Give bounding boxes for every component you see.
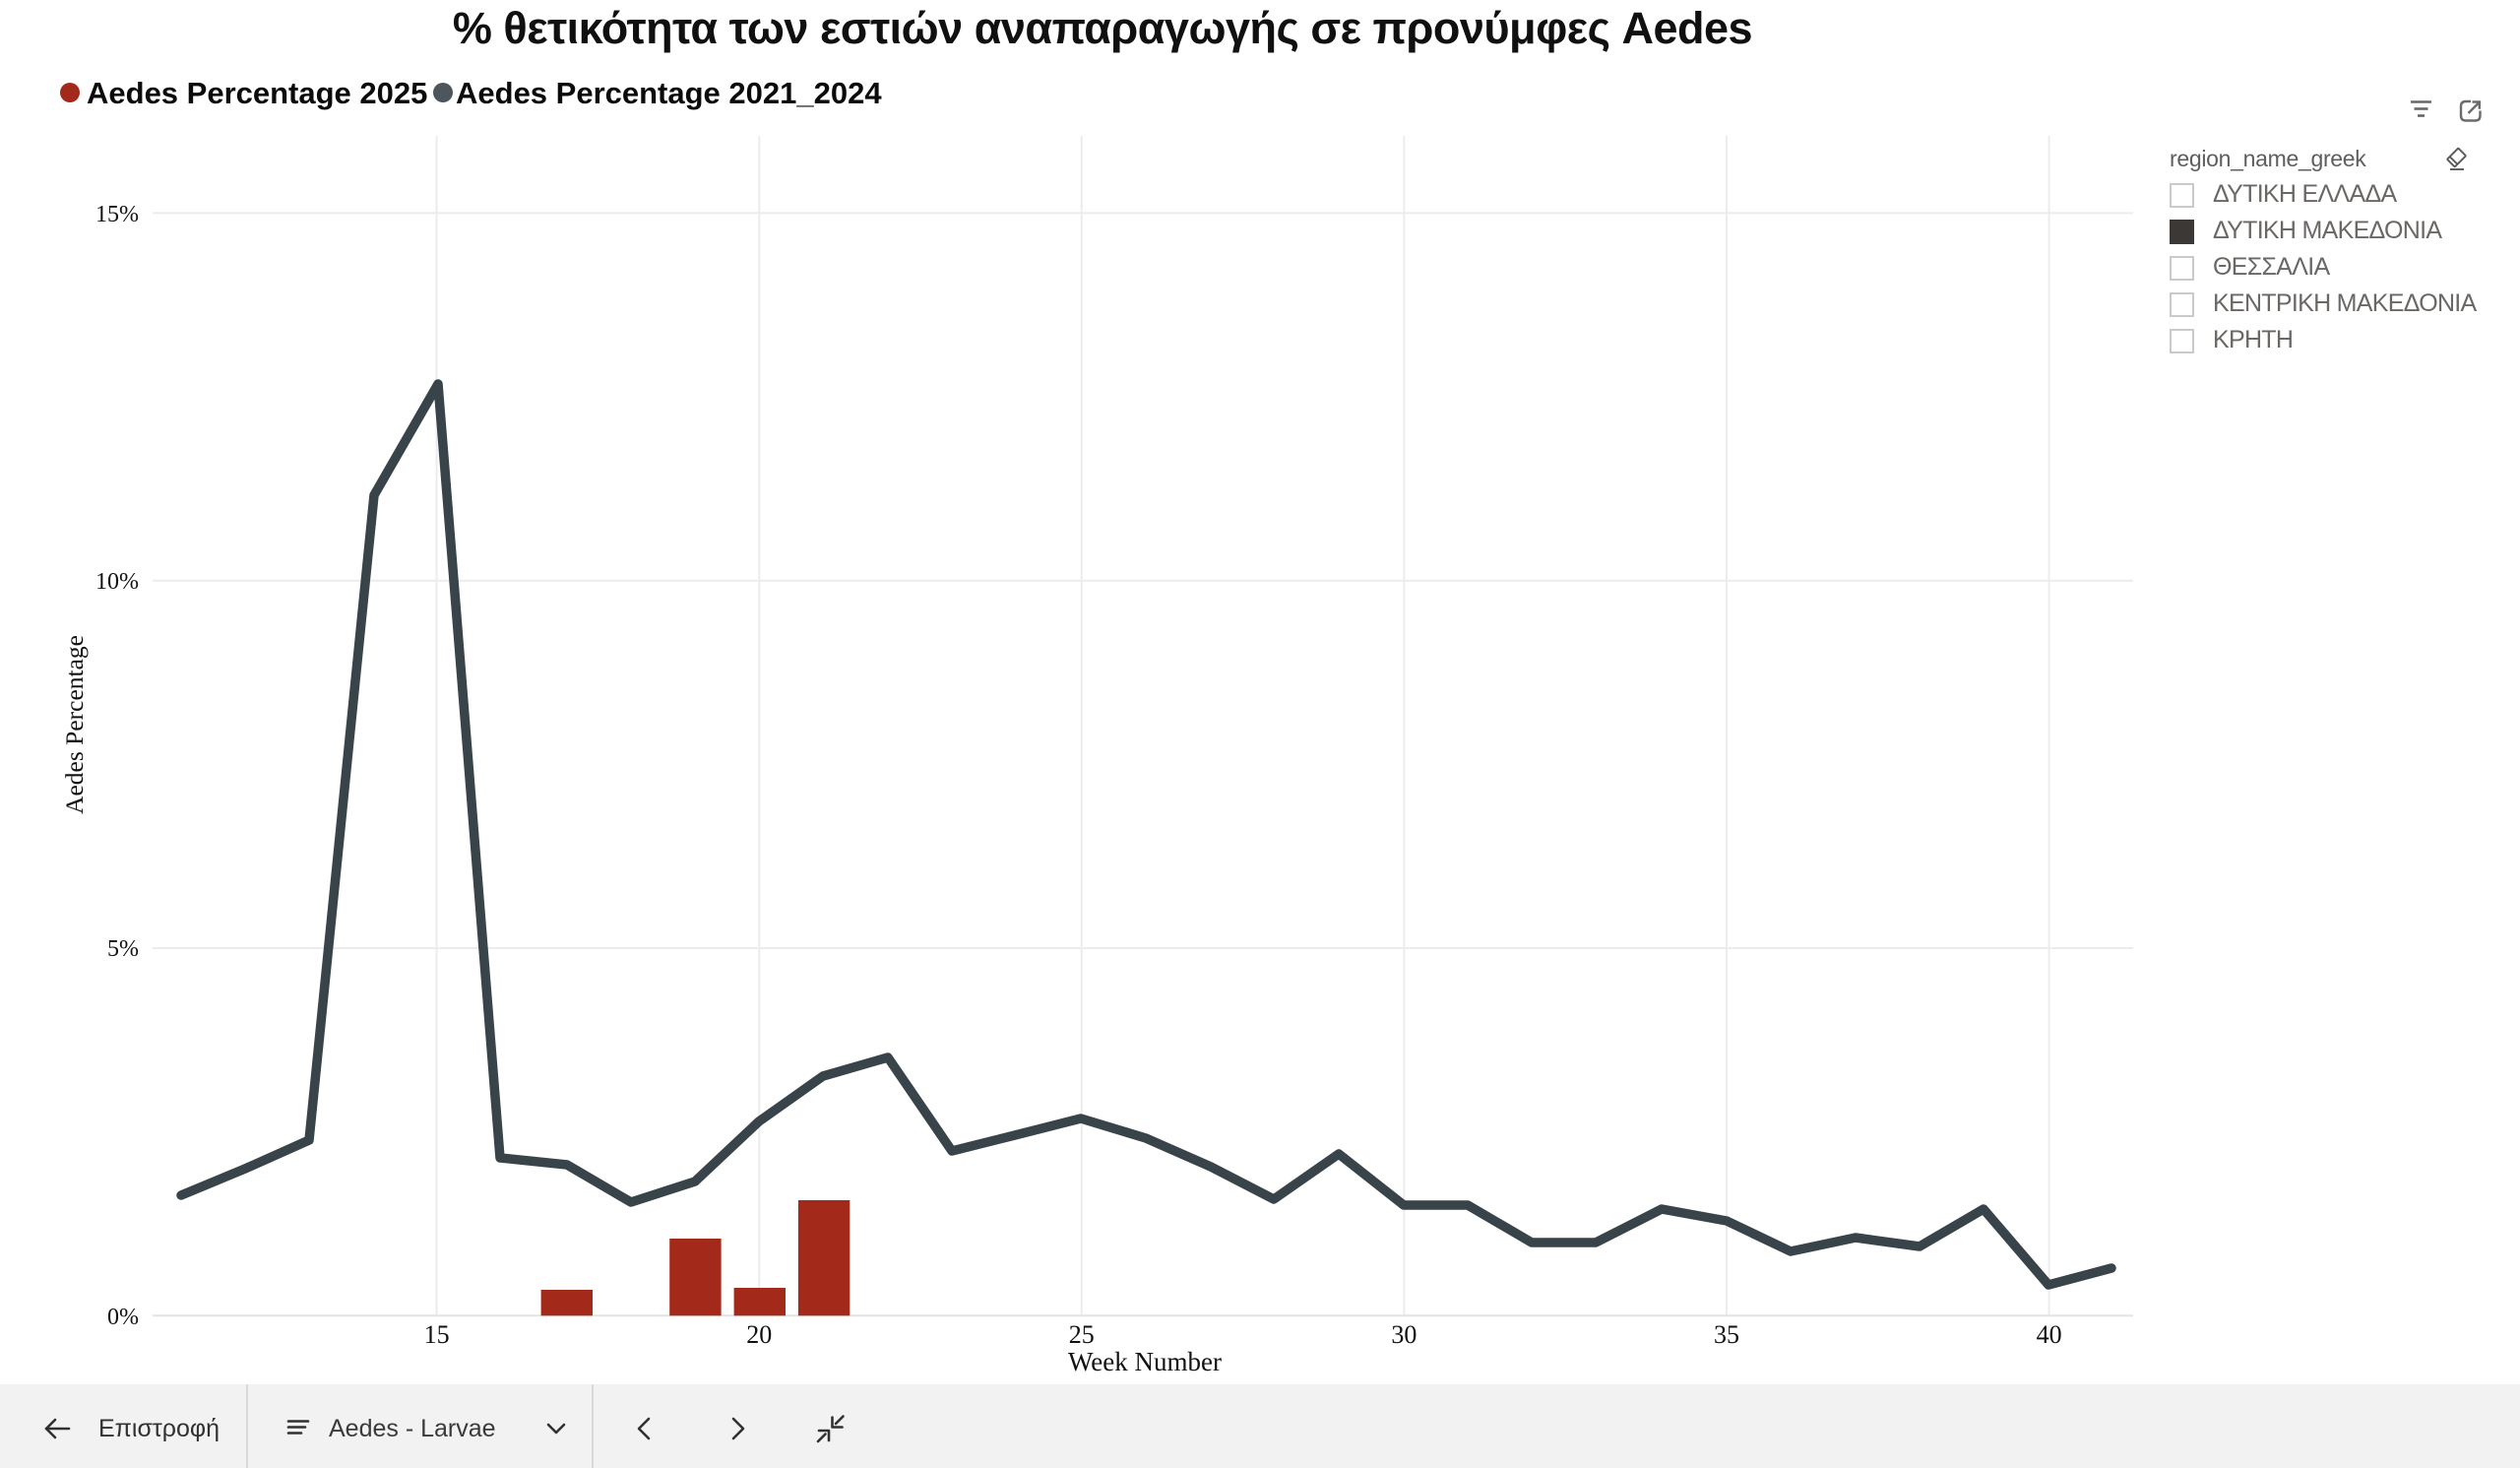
svg-text:30: 30 — [1391, 1320, 1417, 1349]
svg-text:25: 25 — [1069, 1320, 1095, 1349]
svg-text:35: 35 — [1714, 1320, 1739, 1349]
svg-text:20: 20 — [746, 1320, 772, 1349]
svg-text:Week Number: Week Number — [1068, 1347, 1222, 1376]
svg-text:0%: 0% — [107, 1305, 139, 1330]
svg-text:Aedes Percentage: Aedes Percentage — [60, 635, 89, 814]
svg-text:5%: 5% — [107, 936, 139, 962]
svg-text:40: 40 — [2037, 1320, 2062, 1349]
svg-text:15%: 15% — [95, 202, 139, 227]
svg-text:10%: 10% — [95, 569, 139, 595]
svg-text:15: 15 — [424, 1320, 450, 1349]
